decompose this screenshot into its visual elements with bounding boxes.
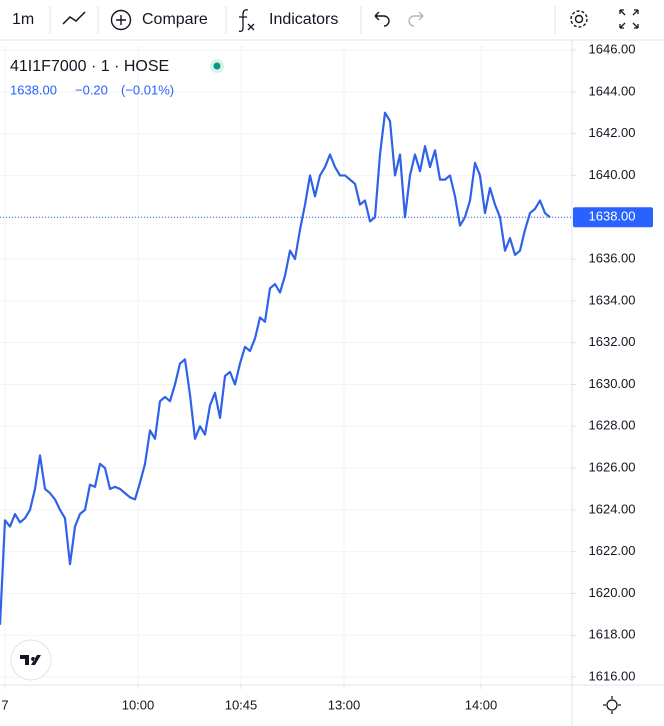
symbol-title: 41I1F7000 · 1 · HOSE — [10, 58, 169, 75]
settings-icon — [570, 10, 588, 28]
logo-mark — [20, 655, 41, 665]
fullscreen-button[interactable] — [619, 9, 639, 29]
axis-settings-button[interactable] — [603, 696, 621, 714]
last-price-box — [573, 207, 653, 228]
compare-label: Compare — [142, 11, 208, 28]
price-change: −0.20 — [75, 82, 108, 97]
last-price-label: 1638.00 — [589, 209, 636, 224]
y-tick-label: 1624.00 — [589, 501, 636, 516]
y-tick-label: 1622.00 — [589, 543, 636, 558]
settings-icon — [574, 14, 584, 24]
y-tick-label: 1646.00 — [589, 41, 636, 56]
y-tick-label: 1636.00 — [589, 250, 636, 265]
status-dot — [213, 62, 221, 70]
logo-badge[interactable] — [10, 639, 52, 681]
x-tick-label: 14:00 — [465, 697, 498, 712]
price-change-percent: (−0.01%) — [121, 82, 174, 97]
y-tick-label: 1642.00 — [589, 125, 636, 140]
last-price: 1638.00 — [10, 82, 57, 97]
interval-button[interactable]: 1m — [12, 11, 34, 28]
compare-icon — [110, 9, 132, 31]
y-tick-label: 1634.00 — [589, 292, 636, 307]
y-tick-label: 1616.00 — [589, 668, 636, 683]
compare-icon — [116, 15, 126, 25]
y-tick-label: 1630.00 — [589, 376, 636, 391]
y-tick-label: 1640.00 — [589, 167, 636, 182]
y-tick-label: 1620.00 — [589, 585, 636, 600]
x-tick-label: 7 — [1, 697, 8, 712]
y-tick-label: 1628.00 — [589, 418, 636, 433]
undo-button[interactable] — [374, 11, 390, 27]
x-tick-label: 10:00 — [122, 697, 155, 712]
axis-settings-icon — [603, 696, 621, 714]
y-tick-label: 1644.00 — [589, 83, 636, 98]
settings-button[interactable] — [570, 10, 588, 28]
axis-settings-icon — [606, 699, 618, 711]
indicators-button[interactable]: Indicators — [238, 9, 338, 33]
indicators-label: Indicators — [269, 11, 338, 28]
x-tick-label: 13:00 — [328, 697, 361, 712]
redo-button[interactable] — [408, 11, 424, 27]
price-line — [0, 111, 551, 625]
y-tick-label: 1626.00 — [589, 459, 636, 474]
x-tick-label: 10:45 — [225, 697, 258, 712]
indicators-icon — [238, 9, 255, 33]
compare-button[interactable]: Compare — [110, 9, 208, 31]
y-tick-label: 1618.00 — [589, 627, 636, 642]
y-tick-label: 1632.00 — [589, 334, 636, 349]
chart-type-button[interactable] — [62, 11, 86, 25]
